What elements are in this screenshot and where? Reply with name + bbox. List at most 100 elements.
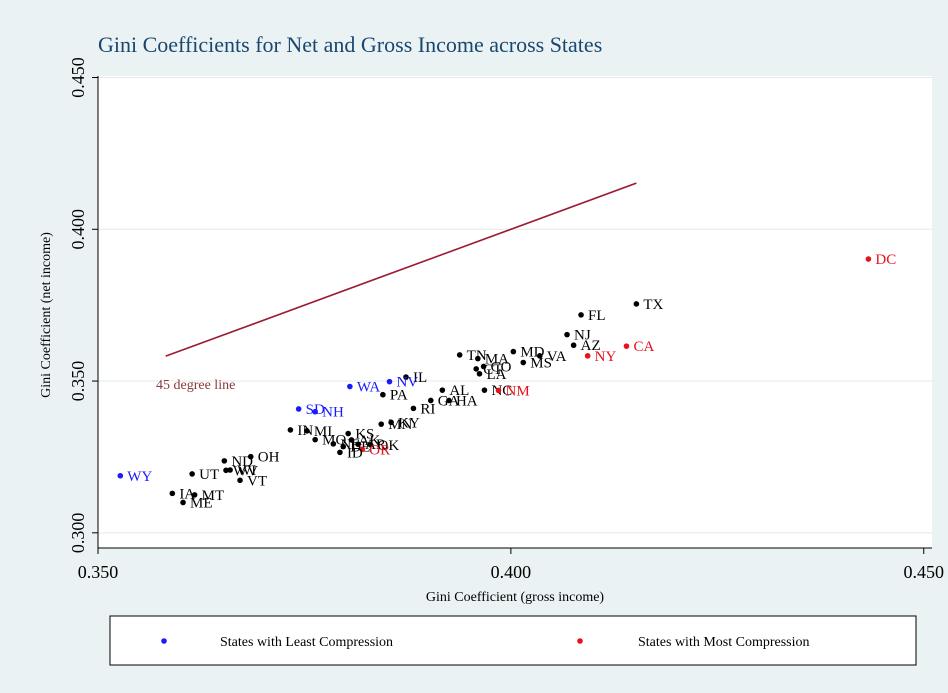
point-label-or: OR bbox=[369, 442, 390, 458]
legend-label-most-compression: States with Most Compression bbox=[638, 635, 810, 650]
point-wv bbox=[223, 467, 229, 474]
point-label-ct: CT bbox=[483, 362, 502, 378]
x-tick-label: 0.400 bbox=[491, 562, 532, 582]
y-tick-label: 0.300 bbox=[68, 513, 88, 554]
point-label-nh: NH bbox=[322, 405, 344, 421]
point-de bbox=[340, 443, 347, 450]
point-vt bbox=[237, 477, 243, 484]
point-nh bbox=[312, 408, 318, 415]
point-label-me: ME bbox=[190, 495, 213, 511]
point-label-ca: CA bbox=[633, 339, 654, 355]
point-ut bbox=[189, 471, 195, 477]
point-label-mi: MI bbox=[314, 424, 332, 440]
point-label-co: CO bbox=[491, 359, 512, 375]
point-label-mo: MO bbox=[322, 433, 346, 449]
point-label-nd: ND bbox=[231, 454, 253, 470]
point-ga bbox=[427, 397, 434, 404]
point-label-ia: IA bbox=[179, 486, 195, 502]
x-tick-label: 0.350 bbox=[78, 562, 119, 582]
legend-marker-least-compression bbox=[161, 638, 167, 644]
legend bbox=[109, 615, 917, 666]
point-oh bbox=[247, 453, 254, 460]
point-label-tn: TN bbox=[467, 348, 487, 364]
point-label-wa: WA bbox=[357, 380, 380, 396]
point-ar bbox=[355, 441, 361, 447]
point-ma bbox=[475, 355, 481, 362]
point-fl bbox=[578, 312, 584, 318]
point-label-ne: NE bbox=[340, 437, 360, 453]
point-wy bbox=[117, 472, 124, 479]
point-nv bbox=[386, 378, 393, 385]
point-label-mn: MN bbox=[388, 417, 412, 433]
point-label-il: IL bbox=[413, 370, 427, 386]
point-mt bbox=[191, 492, 198, 498]
point-va bbox=[536, 353, 543, 359]
point-label-tx: TX bbox=[643, 297, 663, 313]
point-ny bbox=[584, 353, 591, 359]
y-axis-label: Gini Coefficient (net income) bbox=[39, 232, 54, 398]
point-label-mt: MT bbox=[202, 488, 225, 504]
point-label-ky: KY bbox=[398, 415, 420, 431]
point-label-ak: AK bbox=[359, 433, 381, 449]
point-label-dc: DC bbox=[875, 252, 896, 268]
point-nc bbox=[481, 387, 488, 393]
point-nm bbox=[495, 387, 502, 394]
point-label-wy: WY bbox=[127, 469, 152, 485]
point-wa bbox=[347, 383, 353, 390]
point-label-md: MD bbox=[520, 345, 544, 361]
point-label-ri: RI bbox=[420, 401, 435, 417]
point-wi bbox=[227, 467, 233, 473]
point-label-la: LA bbox=[486, 367, 506, 383]
point-mo bbox=[312, 436, 318, 443]
point-label-wi: WI bbox=[237, 463, 256, 479]
point-pa bbox=[380, 391, 386, 398]
point-label-id: ID bbox=[347, 445, 363, 461]
point-label-az: AZ bbox=[581, 338, 601, 354]
point-id bbox=[337, 449, 343, 456]
axis-ticks: 0.300 0.350 0.400 0.450 0.350 0.400 0.450 bbox=[68, 57, 944, 582]
point-label-nv: NV bbox=[396, 375, 418, 391]
point-ne bbox=[330, 441, 337, 447]
point-ia bbox=[169, 490, 176, 497]
plot-area bbox=[98, 76, 932, 548]
point-la bbox=[476, 370, 483, 377]
legend-marker-most-compression bbox=[577, 638, 583, 644]
y-tick-label: 0.450 bbox=[68, 57, 88, 98]
point-label-nm: NM bbox=[505, 383, 529, 399]
point-label-nj: NJ bbox=[574, 328, 591, 344]
point-label-al: AL bbox=[449, 383, 469, 399]
point-dc bbox=[865, 256, 872, 262]
point-mi bbox=[304, 428, 310, 434]
x-axis-label: Gini Coefficient (gross income) bbox=[426, 590, 605, 605]
point-label-wv: WV bbox=[233, 463, 258, 479]
point-al bbox=[439, 387, 446, 393]
point-tx bbox=[633, 301, 640, 307]
point-me bbox=[180, 499, 186, 506]
forty-five-degree-line-label: 45 degree line bbox=[156, 378, 235, 393]
point-md bbox=[510, 348, 517, 355]
point-mn bbox=[378, 421, 385, 427]
point-label-fl: FL bbox=[588, 308, 606, 324]
point-nd bbox=[221, 458, 228, 464]
point-ha bbox=[446, 397, 452, 404]
point-label-ms: MS bbox=[530, 356, 552, 372]
point-label-ny: NY bbox=[595, 349, 617, 365]
legend-label-least-compression: States with Least Compression bbox=[220, 635, 393, 650]
point-or bbox=[359, 446, 366, 453]
point-ms bbox=[520, 359, 527, 366]
grid-lines bbox=[98, 77, 932, 534]
x-tick-label: 0.450 bbox=[903, 562, 944, 582]
point-label-ar: AR bbox=[365, 437, 386, 453]
point-ct bbox=[473, 366, 479, 372]
point-label-ma: MA bbox=[485, 352, 509, 368]
point-sd bbox=[295, 406, 302, 412]
point-il bbox=[403, 374, 409, 380]
y-tick-label: 0.400 bbox=[68, 209, 88, 250]
y-tick-label: 0.350 bbox=[68, 361, 88, 402]
point-label-ok: OK bbox=[377, 438, 399, 454]
point-ok bbox=[367, 441, 374, 448]
point-tn bbox=[456, 352, 463, 358]
point-ks bbox=[345, 430, 352, 437]
